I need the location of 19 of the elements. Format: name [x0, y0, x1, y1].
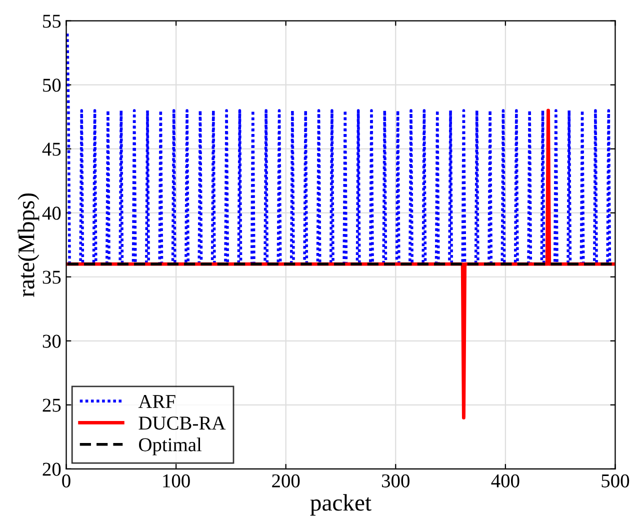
- y-tick-label: 35: [42, 270, 61, 284]
- y-tick-label: 20: [42, 462, 61, 476]
- y-tick-label: 30: [42, 334, 61, 348]
- x-tick-label: 400: [491, 474, 520, 488]
- y-tick-label: 40: [42, 206, 61, 220]
- y-tick-label: 55: [43, 14, 61, 28]
- y-tick-label: 45: [42, 142, 61, 156]
- legend-label: Optimal: [139, 438, 202, 456]
- x-tick-label: 500: [602, 474, 630, 488]
- y-axis-title: rate(Mbps): [18, 193, 40, 297]
- legend-label: ARF: [138, 395, 176, 408]
- x-tick-label: 100: [163, 474, 190, 488]
- x-tick-label: 0: [62, 474, 70, 488]
- legend-label: DUCB-RA: [138, 416, 226, 430]
- x-tick-label: 200: [272, 474, 300, 488]
- y-tick-label: 50: [43, 78, 61, 92]
- y-tick-label: 25: [42, 398, 61, 412]
- x-tick-label: 300: [382, 474, 410, 488]
- x-axis-title: packet: [310, 494, 372, 516]
